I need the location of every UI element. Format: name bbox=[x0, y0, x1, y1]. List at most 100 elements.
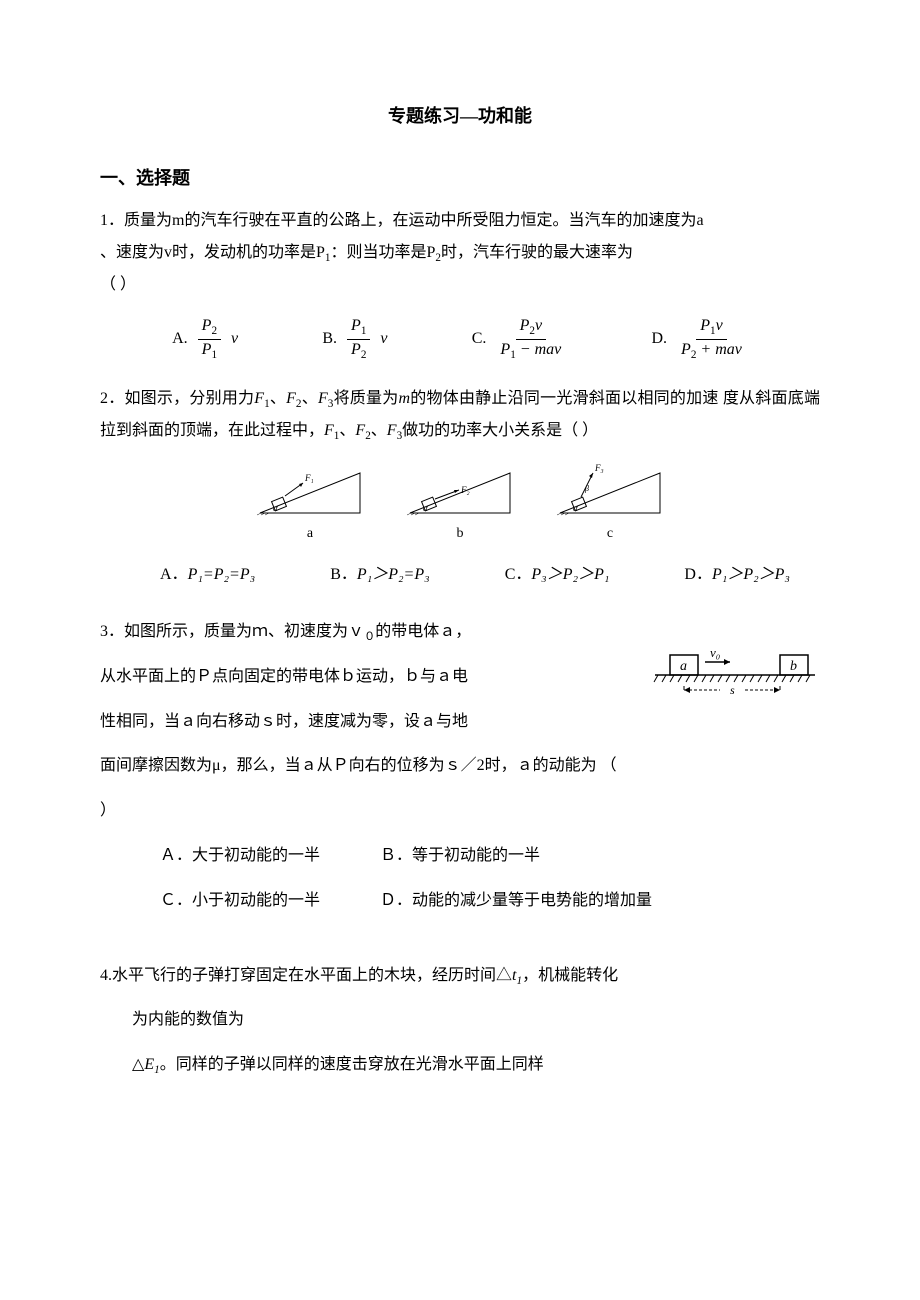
q2-diag-c-label: c bbox=[607, 521, 613, 546]
q3-l1: 3．如图所示，质量为ｍ、初速度为ｖ bbox=[100, 623, 364, 640]
q4-l3b: 。同样的子弹以同样的速度击穿放在光滑水平面上同样 bbox=[160, 1056, 544, 1073]
q2-text: 2．如图示，分别用力F1、F2、F3将质量为m的物体由静止沿同一光滑斜面以相同的… bbox=[100, 383, 820, 448]
q2-diagram-b: F₂ α b bbox=[405, 463, 515, 546]
q1c-num: P bbox=[520, 317, 530, 334]
q1d-den-p: P bbox=[681, 341, 691, 358]
q3-l5: ） bbox=[100, 802, 116, 819]
q2b-lbl: B． bbox=[330, 566, 357, 583]
q2-opt-d: D．P₁＞P₂＞P₃ bbox=[684, 561, 790, 590]
svg-text:α: α bbox=[273, 503, 278, 513]
q1b-den-sub: 2 bbox=[361, 349, 367, 361]
q3-l3: 性相同，当ａ向右移动ｓ时，速度减为零，设ａ与地 bbox=[100, 713, 468, 730]
q2-diagrams: F₁ α a F₂ α b bbox=[100, 463, 820, 546]
q1a-suffix: v bbox=[231, 325, 238, 354]
q2a-txt: P₁=P₂=P₃ bbox=[188, 566, 256, 583]
q1a-num: P bbox=[202, 317, 212, 334]
q4-l2: 为内能的数值为 bbox=[100, 1011, 244, 1028]
q2-diag-a-label: a bbox=[307, 521, 313, 546]
svg-text:F₁: F₁ bbox=[304, 473, 314, 483]
q2c-lbl: C． bbox=[505, 566, 532, 583]
q2-options: A．P₁=P₂=P₃ B．P₁＞P₂=P₃ C．P₃＞P₂＞P₁ D．P₁＞P₂… bbox=[100, 561, 820, 590]
q4-l1b: ，机械能转化 bbox=[522, 967, 618, 984]
q3-l4: 面间摩擦因数为μ，那么，当ａ从Ｐ向右的位移为ｓ／2时，ａ的动能为 （ bbox=[100, 757, 617, 774]
q2b-txt: P₁＞P₂=P₃ bbox=[357, 566, 430, 583]
q2-f1b: F bbox=[324, 422, 334, 439]
q1b-suffix: v bbox=[380, 325, 387, 354]
q1b-num: P bbox=[351, 317, 361, 334]
q1d-num-suffix: v bbox=[716, 317, 723, 334]
q1-option-a: A. P2 P1 v bbox=[172, 316, 238, 363]
q3-opt-b: Ｂ．等于初动能的一半 bbox=[380, 834, 540, 879]
q3-l1b: 的带电体ａ， bbox=[375, 623, 471, 640]
q1-option-b: B. P1 P2 v bbox=[322, 316, 387, 363]
q1a-den: P bbox=[202, 341, 212, 358]
svg-text:β: β bbox=[584, 484, 589, 493]
q1-options: A. P2 P1 v B. P1 P2 v C. P2v P1 − mav D. bbox=[100, 316, 820, 363]
q2-l1a: 2．如图示，分别用力 bbox=[100, 390, 254, 407]
svg-text:α: α bbox=[573, 503, 578, 513]
q1-opt-d-fraction: P1v P2 + mav bbox=[677, 316, 746, 363]
section-header: 一、选择题 bbox=[100, 162, 820, 194]
svg-text:F₂: F₂ bbox=[460, 485, 470, 495]
q1b-den: P bbox=[351, 341, 361, 358]
q2d-lbl: D． bbox=[684, 566, 712, 583]
q1-line2a: 、速度为v时，发动机的功率是P bbox=[100, 244, 325, 261]
q3-l1sub: ０ bbox=[364, 631, 375, 643]
q2-l1e: 的物体由静止沿同一光滑斜面以相同的加速 bbox=[410, 390, 719, 407]
question-4: 4.水平飞行的子弹打穿固定在水平面上的木块，经历时间△t1，机械能转化 为内能的… bbox=[100, 954, 820, 1088]
q2-f3: F bbox=[318, 390, 328, 407]
q2-l2b: 、 bbox=[339, 422, 355, 439]
q1-option-c: C. P2v P1 − mav bbox=[472, 316, 568, 363]
q1-option-d: D. P1v P2 + mav bbox=[651, 316, 747, 363]
q1-line2b: ：则当功率是P bbox=[331, 244, 436, 261]
q4-l1: 4.水平飞行的子弹打穿固定在水平面上的木块，经历时间△ bbox=[100, 967, 512, 984]
svg-text:a: a bbox=[680, 659, 687, 674]
q3-l2: 从水平面上的Ｐ点向固定的带电体ｂ运动，ｂ与ａ电 bbox=[100, 668, 468, 685]
q3-options: Ａ．大于初动能的一半 Ｂ．等于初动能的一半 Ｃ．小于初动能的一半 Ｄ．动能的减少… bbox=[100, 834, 820, 924]
q2-l1b: 、 bbox=[270, 390, 286, 407]
q2-m: m bbox=[398, 390, 410, 407]
q1-opt-c-label: C. bbox=[472, 325, 487, 354]
q1-opt-a-fraction: P2 P1 bbox=[198, 316, 221, 363]
q2-diag-b-label: b bbox=[457, 521, 464, 546]
q2-l2c: 、 bbox=[371, 422, 387, 439]
q1-opt-d-label: D. bbox=[651, 325, 667, 354]
q2-f3b: F bbox=[387, 422, 397, 439]
q2-diagram-a: F₁ α a bbox=[255, 463, 365, 546]
q1d-num: P bbox=[700, 317, 710, 334]
q1d-den-rest: + mav bbox=[696, 341, 741, 358]
q2-opt-b: B．P₁＞P₂=P₃ bbox=[330, 561, 430, 590]
q2-l1d: 将质量为 bbox=[333, 390, 398, 407]
question-2: 2．如图示，分别用力F1、F2、F3将质量为m的物体由静止沿同一光滑斜面以相同的… bbox=[100, 383, 820, 590]
q1-line1: 1．质量为m的汽车行驶在平直的公路上，在运动中所受阻力恒定。当汽车的加速度为a bbox=[100, 212, 704, 229]
q4-e: E bbox=[144, 1056, 154, 1073]
page-title: 专题练习—功和能 bbox=[100, 100, 820, 132]
q2-f2b: F bbox=[355, 422, 365, 439]
incline-b-svg: F₂ α bbox=[405, 463, 515, 518]
q4-l3wrap: △E1。同样的子弹以同样的速度击穿放在光滑水平面上同样 bbox=[100, 1056, 544, 1073]
q1a-num-sub: 2 bbox=[211, 326, 217, 338]
q3-opt-a: Ａ．大于初动能的一半 bbox=[160, 834, 320, 879]
q3-opt-row-2: Ｃ．小于初动能的一半 Ｄ．动能的减少量等于电势能的增加量 bbox=[160, 879, 820, 924]
q3-opt-d: Ｄ．动能的减少量等于电势能的增加量 bbox=[380, 879, 652, 924]
svg-text:b: b bbox=[790, 659, 797, 674]
q2-diagram-c: F₃ β α c bbox=[555, 463, 665, 546]
svg-text:F₃: F₃ bbox=[594, 463, 604, 473]
q3-svg: a v₀ b s bbox=[650, 650, 820, 705]
q1a-den-sub: 1 bbox=[211, 349, 217, 361]
q1-line3: （ ） bbox=[100, 276, 136, 293]
q3-opt-row-1: Ａ．大于初动能的一半 Ｂ．等于初动能的一半 bbox=[160, 834, 820, 879]
svg-text:s: s bbox=[730, 683, 735, 697]
q4-text: 4.水平飞行的子弹打穿固定在水平面上的木块，经历时间△t1，机械能转化 为内能的… bbox=[100, 954, 820, 1088]
q3-figure: a v₀ b s bbox=[650, 650, 820, 716]
q1c-den-rest: − mav bbox=[516, 341, 561, 358]
svg-text:v₀: v₀ bbox=[710, 650, 720, 660]
q2-f2: F bbox=[286, 390, 296, 407]
q1-opt-a-label: A. bbox=[172, 325, 188, 354]
q3-opt-c: Ｃ．小于初动能的一半 bbox=[160, 879, 320, 924]
q1-opt-b-label: B. bbox=[322, 325, 337, 354]
svg-text:α: α bbox=[423, 503, 428, 513]
question-3: a v₀ b s 3．如图所示，质量为ｍ、初速度为ｖ０ bbox=[100, 610, 820, 924]
q1c-den-p: P bbox=[500, 341, 510, 358]
incline-c-svg: F₃ β α bbox=[555, 463, 665, 518]
